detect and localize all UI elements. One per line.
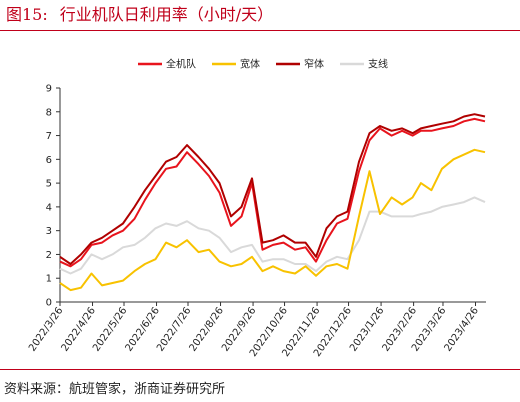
source-note: 资料来源：航班管家，浙商证券研究所 [4,382,226,397]
figure-number: 图15: [6,5,48,24]
series-line-窄体 [59,113,486,265]
source-rule [0,369,520,370]
series-line-全机队 [59,117,486,268]
y-tick-label: 3 [46,226,52,237]
series-line-宽体 [59,148,486,292]
chart-legend: 全机队 宽体 窄体 支线 [138,58,388,71]
legend-label-支线: 支线 [368,58,388,71]
y-tick-label: 4 [46,202,52,213]
legend-label-全机队: 全机队 [166,58,196,71]
title-rule [0,30,520,31]
legend-label-宽体: 宽体 [240,58,260,71]
legend-label-窄体: 窄体 [304,58,324,71]
line-chart: 全机队 宽体 窄体 支线 01234567892022/3/262022/4/2620… [27,58,486,359]
chart-plot-area [59,113,486,292]
chart-axes: 01234567892022/3/262022/4/262022/5/26202… [27,84,486,359]
x-tick-label: 2023/4/26 [443,305,481,353]
y-tick-label: 1 [46,274,52,285]
y-tick-label: 6 [46,155,52,166]
figure-title-text: 行业机队日利用率（小时/天） [59,5,274,24]
y-tick-label: 2 [46,250,52,261]
y-tick-label: 0 [46,298,52,309]
series-line-支线 [59,196,486,275]
y-tick-label: 9 [46,84,52,95]
y-tick-label: 7 [46,131,52,142]
y-tick-label: 8 [46,107,52,118]
y-tick-label: 5 [46,179,52,190]
figure-title: 图15: 行业机队日利用率（小时/天） [6,2,273,28]
